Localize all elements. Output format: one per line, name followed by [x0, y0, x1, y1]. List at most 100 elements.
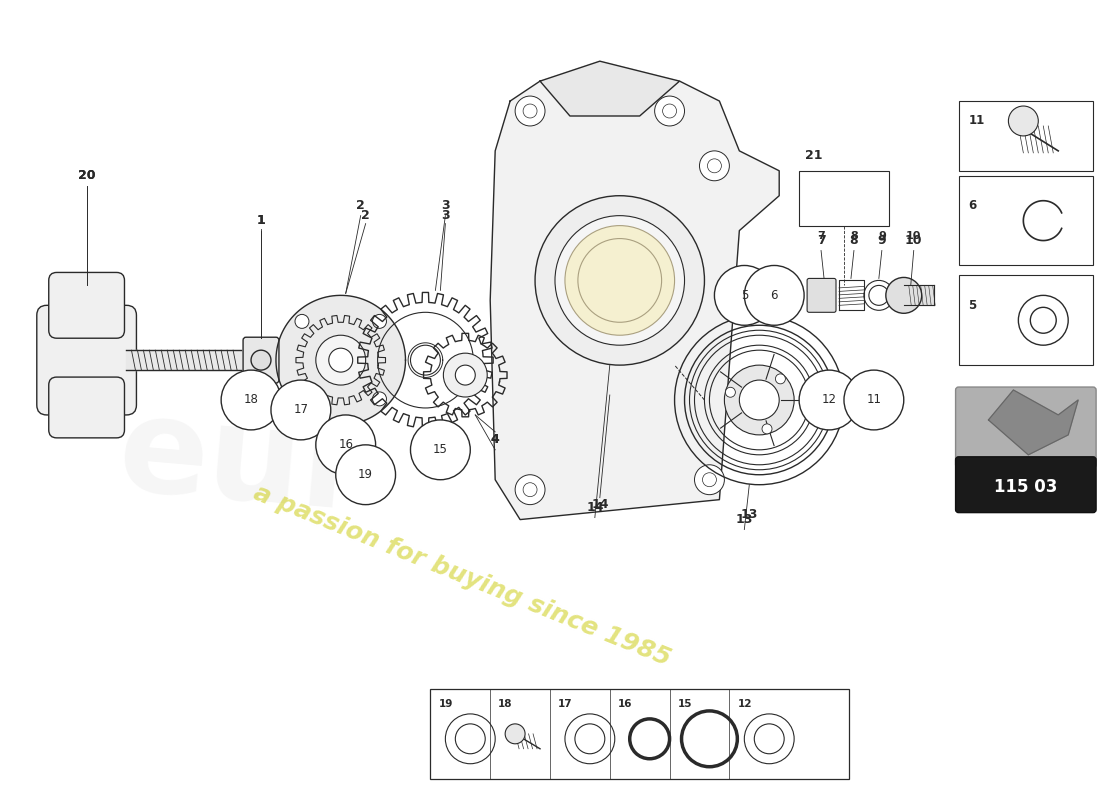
Text: 1: 1 [256, 214, 265, 227]
Text: 15: 15 [678, 699, 692, 709]
Text: 13: 13 [740, 508, 758, 521]
Circle shape [556, 216, 684, 345]
Text: 18: 18 [498, 699, 513, 709]
Circle shape [336, 445, 396, 505]
Text: 12: 12 [737, 699, 751, 709]
Text: 2: 2 [361, 209, 370, 222]
FancyBboxPatch shape [956, 457, 1096, 513]
Circle shape [535, 196, 704, 365]
Circle shape [455, 365, 475, 385]
Bar [958, 275, 1093, 365]
Circle shape [316, 335, 365, 385]
Circle shape [373, 392, 386, 406]
Text: 6: 6 [770, 289, 778, 302]
Circle shape [799, 370, 859, 430]
Polygon shape [989, 390, 1078, 455]
Circle shape [714, 266, 774, 326]
Circle shape [329, 348, 353, 372]
Circle shape [373, 314, 386, 328]
Text: 14: 14 [586, 501, 604, 514]
Text: 15: 15 [433, 443, 448, 456]
Text: 12: 12 [822, 394, 836, 406]
Circle shape [654, 96, 684, 126]
Text: 9: 9 [878, 234, 887, 247]
Text: 17: 17 [558, 699, 573, 709]
Circle shape [524, 104, 537, 118]
Text: 21: 21 [805, 150, 823, 162]
Circle shape [271, 380, 331, 440]
Circle shape [524, 482, 537, 497]
Circle shape [515, 96, 544, 126]
Circle shape [662, 104, 676, 118]
Text: 4: 4 [491, 434, 499, 446]
Text: 3: 3 [441, 209, 450, 222]
Text: 5: 5 [740, 289, 748, 302]
Circle shape [410, 420, 471, 480]
Text: a passion for buying since 1985: a passion for buying since 1985 [250, 480, 674, 670]
Circle shape [707, 159, 722, 173]
Circle shape [745, 266, 804, 326]
FancyBboxPatch shape [36, 306, 136, 415]
Bar [958, 101, 1093, 170]
Text: 20: 20 [78, 170, 96, 182]
Bar [958, 176, 1093, 266]
Text: 16: 16 [338, 438, 353, 451]
FancyBboxPatch shape [48, 377, 124, 438]
Circle shape [844, 370, 904, 430]
FancyBboxPatch shape [243, 338, 279, 383]
Circle shape [700, 151, 729, 181]
Circle shape [886, 278, 922, 314]
Circle shape [739, 380, 779, 420]
Text: 17: 17 [294, 403, 308, 417]
Text: 13: 13 [736, 513, 754, 526]
Circle shape [443, 353, 487, 397]
Circle shape [725, 387, 736, 398]
Circle shape [1009, 106, 1038, 136]
Text: 7: 7 [817, 230, 825, 241]
Circle shape [725, 365, 794, 435]
Circle shape [578, 238, 661, 322]
Circle shape [221, 370, 280, 430]
Circle shape [295, 392, 309, 406]
Polygon shape [491, 81, 779, 519]
Text: 8: 8 [850, 230, 858, 241]
Circle shape [251, 350, 271, 370]
Text: 5: 5 [968, 299, 977, 312]
Bar [799, 170, 889, 226]
Text: 3: 3 [441, 199, 450, 212]
Circle shape [316, 415, 375, 474]
Text: 18: 18 [243, 394, 258, 406]
Text: 115 03: 115 03 [994, 478, 1057, 496]
Circle shape [295, 314, 309, 328]
Text: eur: eur [113, 390, 373, 538]
Text: 19: 19 [359, 468, 373, 482]
Circle shape [762, 424, 772, 434]
Text: 11: 11 [867, 394, 881, 406]
FancyBboxPatch shape [48, 273, 124, 338]
Text: 2: 2 [356, 199, 365, 212]
FancyBboxPatch shape [807, 278, 836, 312]
Polygon shape [276, 295, 406, 425]
Text: 19: 19 [439, 699, 453, 709]
Circle shape [703, 473, 716, 486]
Circle shape [694, 465, 725, 494]
Circle shape [776, 374, 785, 384]
Circle shape [515, 474, 544, 505]
Text: 20: 20 [78, 170, 96, 182]
Circle shape [505, 724, 525, 744]
Text: 6: 6 [968, 199, 977, 212]
Text: 16: 16 [618, 699, 632, 709]
Text: 9: 9 [878, 230, 886, 241]
Text: 14: 14 [591, 498, 608, 511]
Text: 1: 1 [256, 214, 265, 227]
Text: 4: 4 [491, 434, 499, 446]
Text: 10: 10 [905, 234, 923, 247]
Circle shape [410, 345, 440, 375]
FancyBboxPatch shape [956, 387, 1096, 468]
Text: 8: 8 [849, 234, 858, 247]
Bar [430, 689, 849, 778]
Polygon shape [540, 61, 680, 116]
Text: 10: 10 [906, 230, 922, 241]
Text: 11: 11 [968, 114, 984, 127]
Circle shape [565, 226, 674, 335]
